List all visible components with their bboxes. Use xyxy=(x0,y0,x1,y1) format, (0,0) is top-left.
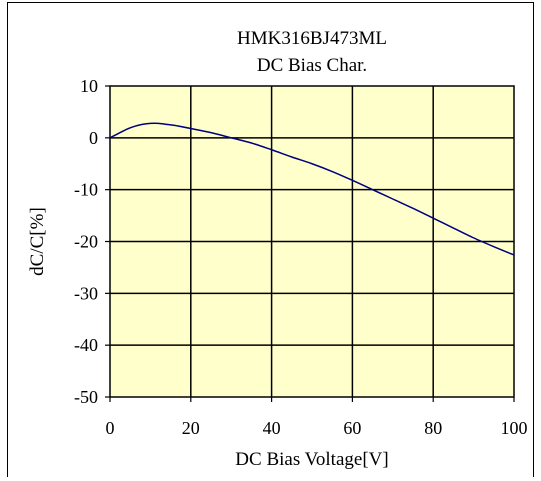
y-tick-label: 10 xyxy=(80,76,98,96)
y-tick-label: -10 xyxy=(74,180,98,200)
x-axis-label: DC Bias Voltage[V] xyxy=(235,449,388,470)
y-axis-label: dC/C[%] xyxy=(27,207,48,276)
x-tick-label: 60 xyxy=(343,418,361,438)
chart-subtitle: DC Bias Char. xyxy=(257,55,367,76)
x-tick-label: 100 xyxy=(501,418,528,438)
y-tick-label: 0 xyxy=(89,128,98,148)
x-tick-label: 0 xyxy=(106,418,115,438)
horizontal-gridlines xyxy=(110,137,514,346)
x-tick-label: 20 xyxy=(182,418,200,438)
x-tick-label: 80 xyxy=(424,418,442,438)
chart-frame xyxy=(7,2,534,477)
y-tick-label: -50 xyxy=(74,387,98,407)
x-tick-label: 40 xyxy=(263,418,281,438)
x-axis-ticks: 0 20 40 60 80 100 xyxy=(106,397,528,438)
y-tick-label: -30 xyxy=(74,283,98,303)
y-tick-label: -20 xyxy=(74,232,98,252)
chart-title: HMK316BJ473ML xyxy=(237,28,387,49)
series-line xyxy=(109,122,515,256)
y-axis-ticks: 10 0 -10 -20 -30 -40 -50 xyxy=(74,76,110,407)
y-tick-label: -40 xyxy=(74,335,98,355)
